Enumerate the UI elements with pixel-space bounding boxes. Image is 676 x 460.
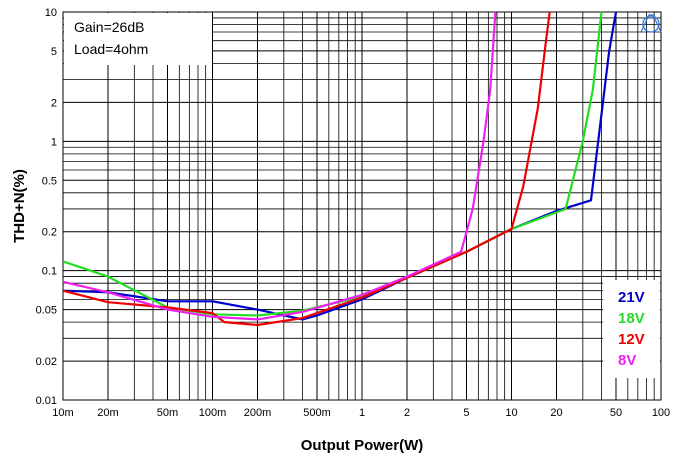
x-tick-label: 20m (97, 407, 118, 419)
annotation-box (64, 13, 212, 65)
ap-logo-icon (640, 14, 662, 33)
y-tick-label: 0.1 (42, 266, 57, 278)
legend-label-21V: 21V (618, 289, 645, 306)
major-grid (62, 12, 661, 401)
x-tick-labels: 10m 20m 50m 100m 200m 500m 1 2 5 10 20 50 100 (52, 407, 670, 419)
y-tick-labels: 0.01 0.02 0.05 0.1 0.2 0.5 1 2 5 10 (36, 7, 57, 407)
annotation-load: Load=4ohm (74, 41, 148, 57)
y-tick-label: 0.5 (42, 175, 57, 187)
x-tick-label: 200m (244, 407, 272, 419)
x-tick-label: 2 (404, 407, 410, 419)
x-tick-label: 500m (303, 407, 331, 419)
y-tick-label: 0.05 (36, 305, 57, 317)
series-line-12V (62, 11, 551, 327)
y-tick-label: 0.2 (42, 227, 57, 239)
series-layer (62, 11, 618, 327)
x-axis-title: Output Power(W) (301, 437, 423, 454)
x-tick-label: 50 (610, 407, 622, 419)
y-tick-label: 0.02 (36, 356, 57, 368)
legend: 21V 18V 12V 8V (618, 289, 645, 369)
x-tick-label: 5 (463, 407, 469, 419)
y-tick-label: 2 (51, 97, 57, 109)
legend-box (603, 280, 660, 378)
y-tick-label: 5 (51, 46, 57, 58)
plot-frame (62, 11, 662, 401)
y-tick-label: 10 (45, 7, 57, 19)
y-tick-label: 0.01 (36, 395, 57, 407)
legend-label-8V: 8V (618, 352, 636, 369)
x-tick-label: 10m (52, 407, 73, 419)
x-tick-label: 100 (652, 407, 670, 419)
x-tick-label: 1 (359, 407, 365, 419)
legend-label-12V: 12V (618, 331, 645, 348)
annotation-gain: Gain=26dB (74, 19, 144, 35)
x-tick-label: 10 (505, 407, 517, 419)
y-axis-title: THD+N(%) (11, 169, 28, 243)
x-tick-label: 50m (157, 407, 178, 419)
x-tick-label: 20 (550, 407, 562, 419)
legend-label-18V: 18V (618, 310, 645, 327)
y-tick-label: 1 (51, 136, 57, 148)
x-tick-label: 100m (199, 407, 227, 419)
series-line-8V (62, 11, 497, 321)
